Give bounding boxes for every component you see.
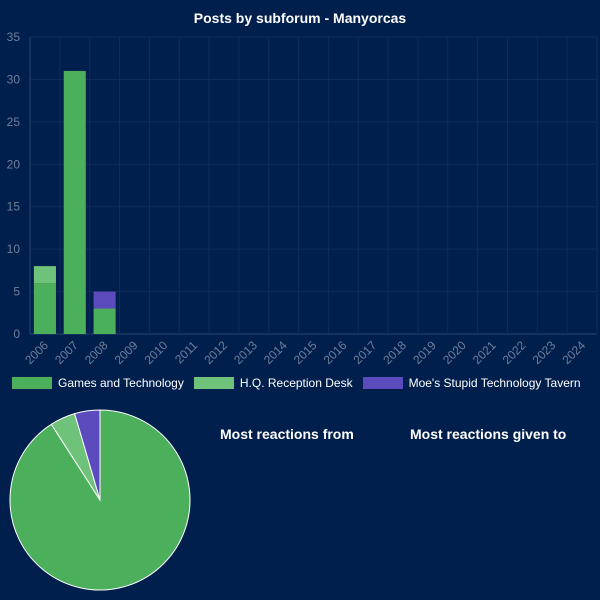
x-tick-label: 2007: [52, 338, 81, 367]
bar: [93, 308, 116, 334]
legend-item[interactable]: Games and Technology: [12, 376, 184, 390]
bar-series: [33, 70, 116, 334]
x-tick-label: 2014: [261, 338, 290, 367]
x-tick-label: 2016: [321, 338, 350, 367]
legend-swatch: [193, 377, 234, 389]
y-tick-label: 25: [7, 115, 21, 129]
x-tick-label: 2019: [410, 338, 439, 367]
x-tick-label: 2010: [142, 338, 171, 367]
pie-slice: [74, 409, 101, 501]
legend-item[interactable]: H.Q. Reception Desk: [193, 376, 353, 390]
x-tick-label: 2021: [470, 338, 499, 367]
chart-grid: [29, 36, 598, 335]
y-tick-label: 35: [7, 30, 21, 44]
legend-label: Games and Technology: [58, 376, 184, 390]
legend-swatch: [12, 377, 52, 389]
legend: Games and Technology H.Q. Reception Desk M…: [12, 376, 591, 390]
x-tick-label: 2013: [231, 338, 260, 367]
y-tick-label: 5: [13, 285, 20, 299]
chart-title: Posts by subforum - Manyorcas: [194, 10, 407, 26]
bar: [33, 266, 56, 284]
y-tick-label: 10: [7, 242, 21, 256]
most-reactions-given-to-title: Most reactions given to: [410, 426, 567, 442]
x-tick-label: 2011: [172, 338, 200, 366]
x-tick-label: 2024: [559, 338, 588, 367]
x-tick-label: 2018: [380, 338, 409, 367]
x-tick-label: 2012: [201, 338, 230, 367]
x-tick-label: 2017: [351, 338, 380, 367]
y-tick-label: 30: [7, 72, 21, 86]
x-tick-label: 2022: [500, 338, 529, 367]
legend-label: Moe's Stupid Technology Tavern: [408, 376, 581, 390]
x-tick-label: 2015: [291, 338, 320, 367]
bar: [63, 70, 86, 334]
x-tick-label: 2008: [82, 338, 111, 367]
x-tick-label: 2023: [530, 338, 559, 367]
x-tick-label: 2009: [112, 338, 141, 367]
pie-chart: [9, 409, 191, 591]
bar-chart: Posts by subforum - Manyorcas 0 5 10 15 20 25…: [7, 10, 598, 367]
y-tick-label: 0: [13, 327, 20, 341]
y-tick-label: 15: [7, 200, 21, 214]
bar: [33, 283, 56, 334]
legend-item[interactable]: Moe's Stupid Technology Tavern: [362, 376, 581, 390]
x-tick-label: 2020: [440, 338, 469, 367]
most-reactions-from-title: Most reactions from: [220, 426, 354, 442]
x-axis: 2006 2007 2008 2009 2010 2011 2012 2013 2014 2015…: [22, 338, 588, 367]
y-axis: 0 5 10 15 20 25 30 35: [7, 30, 21, 341]
bar: [93, 291, 116, 309]
legend-label: H.Q. Reception Desk: [239, 376, 353, 390]
x-tick-label: 2006: [22, 338, 51, 367]
y-tick-label: 20: [7, 157, 21, 171]
legend-swatch: [362, 377, 403, 389]
